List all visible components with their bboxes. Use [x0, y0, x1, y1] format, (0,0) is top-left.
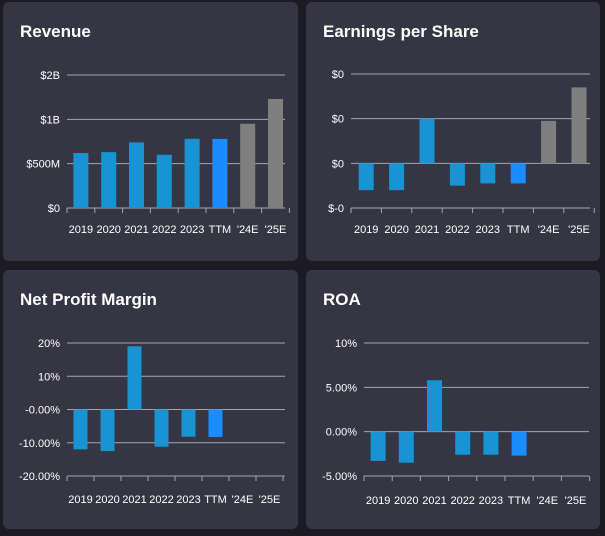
x-tick-label: '25E	[565, 495, 587, 507]
y-tick-label: $0	[332, 69, 344, 81]
y-tick-label: $0	[332, 158, 344, 170]
x-tick-label: 2023	[476, 224, 500, 236]
x-tick-label: 2020	[95, 494, 119, 506]
bar-25e[interactable]	[571, 87, 587, 164]
y-tick-label: 0.00%	[326, 427, 357, 439]
x-tick-label: 2019	[354, 224, 378, 236]
bar-24e[interactable]	[240, 123, 256, 208]
x-tick-label: '25E	[259, 494, 281, 506]
bar-24e[interactable]	[541, 120, 557, 164]
x-tick-label: 2022	[149, 494, 173, 506]
eps-chart: $-0 $0 $0 $0 2019 2020 2021 2022 2023 TTM '24E '25E	[328, 69, 595, 236]
bar-ttm[interactable]	[212, 138, 228, 208]
x-tick-label: 2021	[422, 495, 446, 507]
x-tick-label: TTM	[508, 495, 531, 507]
bar-ttm[interactable]	[510, 163, 526, 184]
card-title: Net Profit Margin	[20, 290, 157, 309]
bar-2022[interactable]	[455, 431, 471, 455]
bar-2021[interactable]	[127, 346, 142, 410]
roa-chart: -5.00% 0.00% 5.00% 10% 2019 2020 2021 2022 2023 T…	[322, 338, 591, 507]
x-tick-label: 2019	[366, 495, 390, 507]
y-tick-label: 10%	[38, 371, 60, 383]
roa-card: ROA -5.00% 0.00% 5.00% 10% 2019 2020 2021 2022 2…	[306, 270, 600, 529]
bar-2021[interactable]	[129, 142, 144, 208]
x-tick-label: 2020	[96, 224, 120, 236]
bar-2019[interactable]	[370, 431, 386, 461]
x-tick-label: '25E	[265, 224, 287, 236]
x-tick-label: '24E	[237, 224, 259, 236]
revenue-card: Revenue $0 $500M $1B $2B 2019 2020 2021 2022 202…	[3, 2, 298, 261]
x-tick-label: 2019	[69, 224, 93, 236]
x-tick-label: '24E	[536, 495, 558, 507]
bar-2020[interactable]	[100, 409, 115, 452]
x-tick-label: 2021	[415, 224, 439, 236]
x-tick-label: 2023	[176, 494, 200, 506]
y-tick-label: $1B	[40, 114, 60, 126]
y-tick-label: -10.00%	[19, 438, 60, 450]
x-tick-label: '25E	[568, 224, 590, 236]
bar-2022[interactable]	[449, 163, 465, 186]
y-tick-label: -5.00%	[322, 471, 357, 483]
eps-card: Earnings per Share $-0 $0 $0 $0 2019 2020 2021…	[306, 2, 600, 261]
y-tick-label: $0	[332, 114, 344, 126]
bar-2023[interactable]	[181, 409, 196, 437]
y-tick-label: -20.00%	[19, 471, 60, 483]
x-tick-label: TTM	[507, 224, 530, 236]
revenue-chart: $0 $500M $1B $2B 2019 2020 2021 2022 2023 TTM '24E…	[26, 70, 290, 236]
card-title: ROA	[323, 290, 361, 309]
x-tick-label: 2019	[68, 494, 92, 506]
bar-2019[interactable]	[358, 163, 374, 191]
bar-2021[interactable]	[419, 118, 435, 164]
bar-ttm[interactable]	[511, 431, 527, 456]
x-tick-label: 2022	[450, 495, 474, 507]
y-tick-label: 20%	[38, 338, 60, 350]
x-tick-label: 2022	[445, 224, 469, 236]
bar-2020[interactable]	[389, 163, 405, 191]
x-tick-label: '24E	[232, 494, 254, 506]
x-tick-label: 2020	[394, 495, 418, 507]
bar-2020[interactable]	[398, 431, 414, 463]
bar-2019[interactable]	[73, 409, 88, 450]
card-title: Revenue	[20, 22, 91, 41]
x-tick-label: 2021	[124, 224, 148, 236]
x-tick-label: 2020	[384, 224, 408, 236]
x-tick-label: 2023	[479, 495, 503, 507]
bar-ttm[interactable]	[208, 409, 223, 438]
bar-2022[interactable]	[156, 154, 172, 208]
y-tick-label: $0	[48, 203, 60, 215]
net-profit-margin-card: Net Profit Margin -20.00% -10.00% -0.00% 10…	[3, 270, 298, 529]
y-tick-label: $500M	[26, 159, 60, 171]
x-tick-label: 2023	[180, 224, 204, 236]
bar-2023[interactable]	[184, 138, 200, 208]
net-profit-margin-chart: -20.00%-10.00%-0.00%10%20%2019 2020 2021 20…	[19, 338, 285, 506]
bar-2023[interactable]	[483, 431, 499, 455]
card-title: Earnings per Share	[323, 22, 479, 41]
x-tick-label: TTM	[204, 494, 227, 506]
bar-2021[interactable]	[427, 380, 442, 432]
bar-2019[interactable]	[73, 153, 89, 208]
y-tick-label: 5.00%	[326, 382, 357, 394]
y-tick-label: -0.00%	[25, 405, 60, 417]
bar-25e[interactable]	[268, 98, 283, 208]
x-tick-label: 2022	[152, 224, 176, 236]
bar-2020[interactable]	[101, 152, 117, 208]
x-tick-label: 2021	[122, 494, 146, 506]
bar-2022[interactable]	[154, 409, 169, 447]
x-tick-label: TTM	[209, 224, 232, 236]
x-tick-label: '24E	[538, 224, 560, 236]
y-tick-label: $-0	[328, 203, 344, 215]
y-tick-label: $2B	[40, 70, 60, 82]
bar-2023[interactable]	[480, 163, 496, 184]
y-tick-label: 10%	[335, 338, 357, 350]
